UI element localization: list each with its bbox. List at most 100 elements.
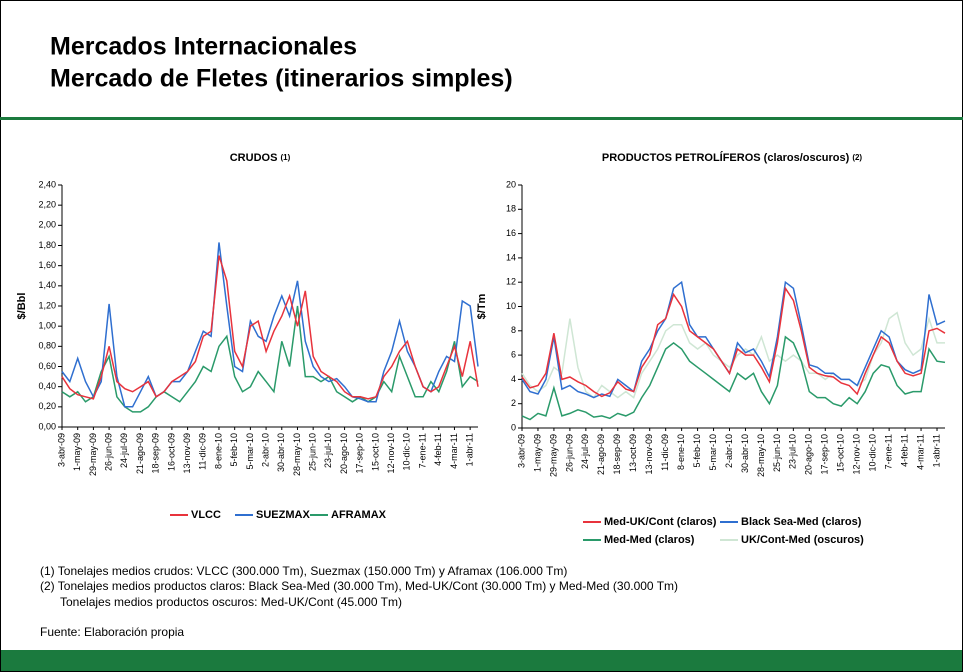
y-tick-label: 20 (506, 179, 516, 189)
series-line (521, 286, 946, 398)
y-tick-label: 0 (511, 422, 516, 432)
x-tick-label: 21-ago-09 (135, 433, 145, 474)
y-axis-label: $/Bbl (16, 293, 28, 320)
x-tick-label: 17-sep-10 (355, 433, 365, 474)
y-tick-label: 1,60 (38, 260, 56, 270)
x-tick-label: 15-oct-10 (370, 433, 380, 471)
x-tick-label: 10-dic-10 (402, 433, 412, 471)
footnote: Tonelajes medios productos oscuros: Med-… (60, 595, 402, 609)
x-tick-label: 4-mar-11 (449, 433, 459, 469)
x-tick-label: 15-oct-10 (836, 434, 846, 472)
x-tick-label: 25-jun-10 (772, 434, 782, 472)
x-tick-label: 8-ene-10 (676, 434, 686, 470)
x-tick-label: 11-dic-09 (198, 433, 208, 470)
y-tick-label: 0,20 (38, 401, 56, 411)
x-tick-label: 8-ene-10 (213, 433, 223, 469)
chart-title: PRODUCTOS PETROLÍFEROS (claros/oscuros) … (602, 151, 863, 164)
chart-title-ref: (1) (280, 153, 290, 162)
x-tick-label: 2-abr-10 (724, 434, 734, 468)
legend-label: Black Sea-Med (claros) (741, 516, 862, 528)
y-tick-label: 18 (506, 204, 516, 214)
x-tick-label: 4-feb-11 (433, 433, 443, 466)
x-tick-label: 29-may-09 (548, 434, 558, 477)
series-line (61, 242, 479, 408)
legend-label: SUEZMAX (256, 509, 310, 521)
x-tick-label: 3-abr-09 (56, 433, 66, 467)
x-tick-label: 11-dic-09 (660, 434, 670, 471)
divider (0, 117, 963, 120)
x-tick-label: 13-nov-09 (182, 433, 192, 474)
x-tick-label: 23-jul-10 (323, 433, 333, 468)
x-tick-label: 1-may-09 (532, 434, 542, 472)
x-tick-label: 13-oct-09 (628, 434, 638, 472)
x-tick-label: 24-jul-09 (119, 433, 129, 468)
footnote: (2) Tonelajes medios productos claros: B… (40, 579, 678, 593)
x-tick-label: 3-abr-09 (516, 434, 526, 468)
x-tick-label: 23-jul-10 (788, 434, 798, 469)
y-tick-label: 6 (511, 349, 516, 359)
y-tick-label: 0,80 (38, 341, 56, 351)
x-tick-label: 20-ago-10 (804, 434, 814, 475)
slide-title: Mercado de Fletes (itinerarios simples) (50, 65, 513, 93)
y-tick-label: 0,60 (38, 361, 56, 371)
footnote: (1) Tonelajes medios crudos: VLCC (300.0… (40, 564, 567, 578)
x-tick-label: 26-jun-09 (564, 434, 574, 472)
chart-title-text: CRUDOS (230, 152, 278, 164)
y-tick-label: 1,20 (38, 300, 56, 310)
x-tick-label: 5-mar-10 (708, 434, 718, 471)
x-tick-label: 2-abr-10 (260, 433, 270, 467)
x-tick-label: 1-abr-11 (931, 434, 941, 467)
y-axis-label: $/Tm (476, 293, 488, 319)
x-tick-label: 5-mar-10 (245, 433, 255, 470)
x-tick-label: 25-jun-10 (308, 433, 318, 471)
y-tick-label: 4 (511, 374, 516, 384)
x-tick-label: 4-feb-11 (899, 434, 909, 467)
x-tick-label: 12-nov-10 (852, 434, 862, 475)
x-tick-label: 4-mar-11 (915, 434, 925, 470)
x-tick-label: 5-feb-10 (692, 434, 702, 468)
x-tick-label: 28-may-10 (756, 434, 766, 477)
x-tick-label: 7-ene-11 (884, 434, 894, 469)
x-tick-label: 16-oct-09 (166, 433, 176, 471)
x-tick-label: 20-ago-10 (339, 433, 349, 474)
y-tick-label: 1,00 (38, 321, 56, 331)
footer-bar (1, 650, 962, 671)
x-tick-label: 29-may-09 (88, 433, 98, 476)
y-tick-label: 2,40 (38, 179, 56, 189)
source: Fuente: Elaboración propia (40, 625, 184, 639)
x-tick-label: 30-abr-10 (740, 434, 750, 473)
x-tick-label: 28-may-10 (292, 433, 302, 476)
chart-title-text: PRODUCTOS PETROLÍFEROS (claros/oscuros) (602, 151, 850, 164)
x-tick-label: 30-abr-10 (276, 433, 286, 472)
legend-label: Med-Med (claros) (604, 534, 695, 546)
x-tick-label: 24-jul-09 (580, 434, 590, 469)
series-line (521, 280, 946, 399)
series-line (61, 305, 479, 413)
y-tick-label: 2,20 (38, 200, 56, 210)
y-tick-label: 1,40 (38, 280, 56, 290)
x-tick-label: 12-nov-10 (386, 433, 396, 474)
chart-title: CRUDOS (1) (230, 152, 291, 164)
y-tick-label: 8 (511, 325, 516, 335)
legend-label: AFRAMAX (331, 509, 387, 521)
x-tick-label: 17-sep-10 (820, 434, 830, 475)
x-tick-label: 10-dic-10 (868, 434, 878, 472)
legend-label: UK/Cont-Med (oscuros) (741, 534, 864, 546)
x-tick-label: 7-ene-11 (417, 433, 427, 468)
x-tick-label: 1-may-09 (72, 433, 82, 471)
y-tick-label: 14 (506, 252, 516, 262)
x-tick-label: 13-nov-09 (644, 434, 654, 475)
y-tick-label: 12 (506, 277, 516, 287)
series-line (521, 335, 946, 421)
legend-label: Med-UK/Cont (claros) (604, 516, 717, 528)
slide-title: Mercados Internacionales (50, 33, 357, 61)
x-tick-label: 18-sep-09 (151, 433, 161, 474)
y-tick-label: 2 (511, 398, 516, 408)
y-tick-label: 0,40 (38, 381, 56, 391)
x-tick-label: 18-sep-09 (612, 434, 622, 475)
x-tick-label: 1-abr-11 (465, 433, 475, 466)
legend-label: VLCC (191, 509, 221, 521)
y-tick-label: 10 (506, 301, 516, 311)
y-tick-label: 0,00 (38, 421, 56, 431)
